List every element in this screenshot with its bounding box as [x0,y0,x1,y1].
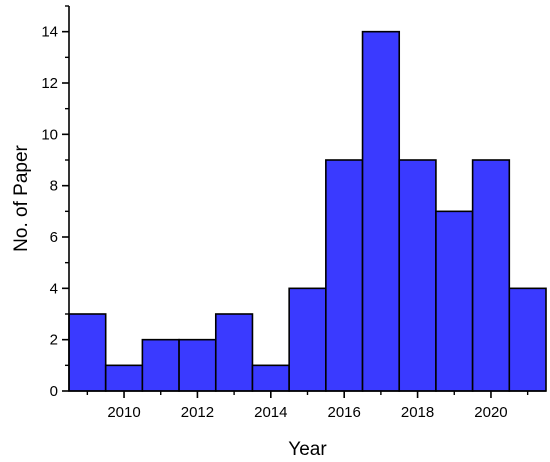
y-tick-label: 2 [50,332,58,349]
bar-2016 [325,159,364,392]
y-tick-label: 6 [50,229,58,246]
y-tick-label: 0 [50,383,58,400]
bar-2011 [141,338,180,392]
x-tick-label: 2020 [474,404,507,421]
y-axis: 0 2 4 6 8 10 12 14 [41,5,70,400]
bar-2014 [251,364,290,392]
y-tick-label: 4 [50,280,58,297]
x-axis-title: Year [288,439,327,460]
bar-2021 [508,287,547,392]
y-tick-label: 10 [41,126,58,143]
bar-2013 [214,313,254,392]
x-tick-label: 2018 [401,404,434,421]
x-tick-label: 2012 [181,404,214,421]
bar-2015 [288,287,327,392]
bars-group [68,30,547,392]
x-tick-label: 2014 [254,404,287,421]
bar-2009 [68,313,107,392]
bar-2012 [178,338,217,392]
x-axis: 2010 2012 2014 2016 2018 2020 [69,390,546,421]
bar-2020 [471,159,511,392]
y-tick-label: 8 [50,178,58,195]
bar-2018 [398,159,437,392]
y-tick-label: 12 [41,75,58,92]
bar-2010 [104,364,144,392]
bar-2019 [435,210,474,392]
y-tick-label: 14 [41,24,58,41]
bar-2017 [361,30,401,392]
x-tick-label: 2016 [328,404,361,421]
y-axis-title: No. of Paper [11,144,32,251]
x-tick-label: 2010 [107,404,140,421]
